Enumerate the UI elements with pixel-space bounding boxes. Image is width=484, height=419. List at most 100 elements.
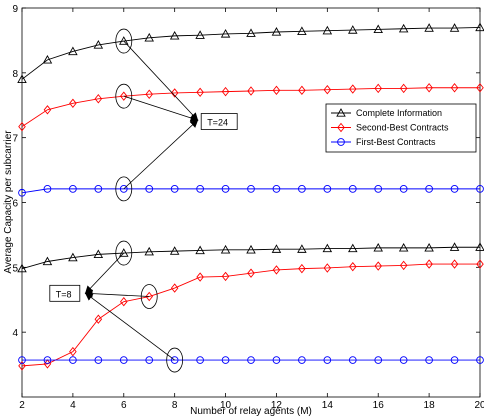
point-1-5 <box>145 89 153 99</box>
x-tick-label-8: 8 <box>172 400 178 411</box>
legend-entry-2: First-Best Contracts <box>356 137 436 147</box>
point-3-5 <box>144 246 154 256</box>
point-1-14 <box>374 83 382 94</box>
point-0-14 <box>373 24 383 34</box>
point-5-13 <box>348 356 357 364</box>
point-0-0 <box>17 74 27 83</box>
legend: Complete Information Second-Best Contract… <box>325 103 477 153</box>
highlight-ellipse-0-1 <box>115 83 133 109</box>
point-0-15 <box>398 23 409 33</box>
point-3-0 <box>17 263 27 273</box>
point-5-16 <box>425 356 433 364</box>
x-tick-label-14: 14 <box>322 400 334 411</box>
point-2-7 <box>196 185 204 193</box>
ticks: 2 4 6 8 10 12 14 16 18 20 4 5 6 7 8 9 <box>12 4 484 411</box>
point-1-1 <box>43 105 52 115</box>
point-0-17 <box>449 23 460 32</box>
series-1 <box>18 83 484 132</box>
point-5-7 <box>196 356 204 364</box>
annotation-box-0 <box>200 113 238 130</box>
highlight-ellipse-1-0 <box>115 240 133 266</box>
point-0-7 <box>195 30 205 39</box>
point-4-13 <box>349 261 357 272</box>
highlight-ellipse-0-0 <box>115 28 133 54</box>
point-4-4 <box>120 296 128 307</box>
point-4-6 <box>170 283 179 293</box>
legend-entry-1: Second-Best Contracts <box>356 123 449 133</box>
point-0-6 <box>169 30 180 40</box>
y-tick-label-9: 9 <box>12 4 18 15</box>
point-3-1 <box>42 256 53 266</box>
point-4-3 <box>94 314 103 324</box>
point-5-3 <box>94 356 103 364</box>
point-5-0 <box>18 356 26 364</box>
annotation-arrow-1-1 <box>84 289 150 298</box>
annotation-1: T=8 <box>49 240 184 373</box>
point-2-11 <box>298 185 306 193</box>
y-tick-label-7: 7 <box>12 134 18 145</box>
point-2-2 <box>69 185 77 193</box>
point-0-11 <box>297 26 307 35</box>
highlight-ellipse-1-1 <box>140 284 158 309</box>
point-4-5 <box>145 291 153 302</box>
point-0-4 <box>119 36 129 45</box>
point-3-11 <box>297 244 307 253</box>
point-4-11 <box>298 263 306 274</box>
x-tick-label-12: 12 <box>271 400 283 411</box>
point-3-15 <box>398 242 409 252</box>
point-2-4 <box>119 185 128 193</box>
point-2-8 <box>221 185 230 193</box>
point-5-18 <box>476 356 484 364</box>
point-4-15 <box>399 260 408 271</box>
highlight-ellipse-0-2 <box>115 176 133 202</box>
point-2-18 <box>476 185 484 193</box>
point-3-4 <box>119 248 129 257</box>
point-3-13 <box>348 243 358 253</box>
point-4-9 <box>247 268 255 278</box>
point-2-6 <box>170 185 179 193</box>
legend-box <box>325 103 477 153</box>
point-1-15 <box>399 83 408 94</box>
x-tick-label-16: 16 <box>373 400 385 411</box>
y-tick-label-6: 6 <box>12 199 18 210</box>
annotation-layer: T=24 T=8 <box>49 28 238 373</box>
point-0-1 <box>42 54 53 64</box>
series-0 <box>17 22 484 83</box>
point-0-16 <box>424 23 434 32</box>
point-2-10 <box>272 185 281 193</box>
y-tick-label-5: 5 <box>12 263 18 274</box>
point-2-1 <box>43 185 52 193</box>
point-1-16 <box>425 83 433 93</box>
annotation-label-0: T=24 <box>207 118 228 128</box>
series-5 <box>18 356 484 364</box>
point-1-18 <box>476 83 484 93</box>
annotation-arrow-0-1 <box>123 95 199 122</box>
point-1-17 <box>450 83 459 93</box>
x-tick-label-20: 20 <box>474 400 484 411</box>
point-5-12 <box>323 356 332 364</box>
point-4-7 <box>196 272 204 282</box>
legend-marker-0 <box>336 108 346 117</box>
point-3-10 <box>271 244 282 253</box>
annotation-arrow-0-2 <box>123 119 199 190</box>
point-3-9 <box>246 244 256 254</box>
point-4-17 <box>450 259 459 269</box>
legend-marker-2 <box>337 138 345 146</box>
x-tick-label-2: 2 <box>19 400 25 411</box>
point-5-15 <box>399 356 408 364</box>
point-2-15 <box>399 185 408 193</box>
point-2-12 <box>323 185 332 193</box>
series-3 <box>17 242 484 273</box>
point-5-1 <box>43 356 52 364</box>
point-0-18 <box>475 22 484 32</box>
point-4-18 <box>476 259 484 269</box>
point-3-14 <box>373 242 383 252</box>
point-1-7 <box>196 87 204 98</box>
annotation-label-1: T=8 <box>56 289 72 299</box>
x-tick-label-18: 18 <box>424 400 436 411</box>
point-1-2 <box>69 98 77 109</box>
point-2-9 <box>247 185 255 193</box>
point-4-10 <box>272 265 281 275</box>
point-5-4 <box>119 356 128 364</box>
